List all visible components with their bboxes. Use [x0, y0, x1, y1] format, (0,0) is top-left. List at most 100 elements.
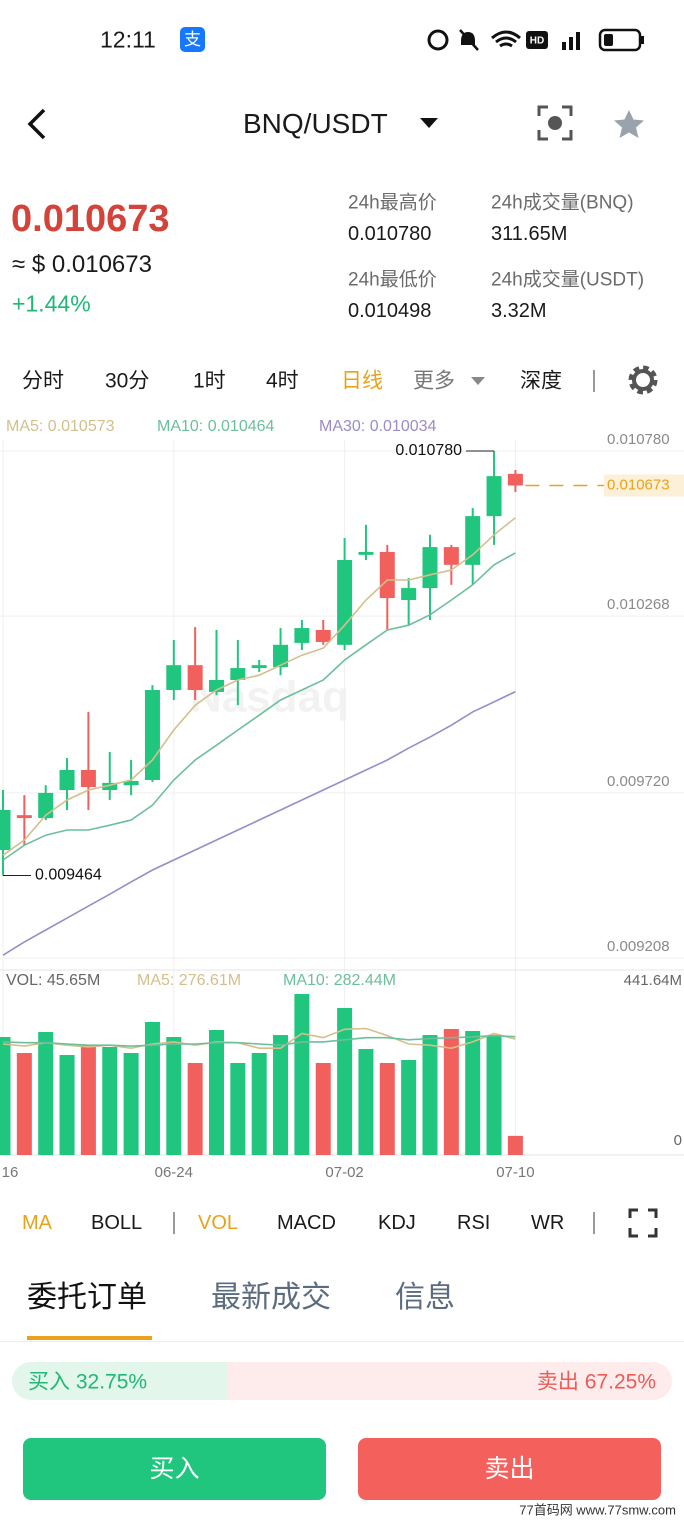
last-price: 0.010673 — [11, 198, 170, 240]
y-tick-label: 0.010780 — [607, 431, 670, 448]
candle-body — [16, 815, 32, 819]
indicator-tab[interactable]: BOLL — [91, 1212, 143, 1234]
ma-legend: MA10: 0.010464 — [157, 418, 275, 435]
interval-tab[interactable]: 30分 — [105, 369, 150, 393]
stat-value: 0.010780 — [348, 223, 432, 245]
candle-body — [59, 770, 75, 790]
sell-label: 卖出 — [536, 1370, 579, 1394]
pair-title[interactable]: BNQ/USDT — [243, 108, 388, 139]
indicator-tab[interactable]: KDJ — [378, 1212, 416, 1234]
volume-bar — [443, 1028, 459, 1155]
candle-body — [315, 630, 331, 642]
volume-bar — [337, 1008, 353, 1155]
buy-ratio-bar — [12, 1362, 229, 1400]
indicator-tab[interactable]: VOL — [198, 1212, 239, 1234]
sell-ratio-bar — [228, 1362, 672, 1400]
ma-legend: MA30: 0.010034 — [319, 418, 437, 435]
candle-body — [187, 665, 203, 690]
fullscreen-button[interactable] — [628, 1208, 658, 1238]
interval-tab[interactable]: 更多 — [413, 369, 455, 393]
interval-tab[interactable]: 4时 — [266, 369, 299, 393]
volume-bar — [379, 1063, 395, 1155]
sell-button[interactable]: 卖出 — [358, 1438, 661, 1500]
scan-button[interactable] — [536, 104, 574, 142]
buy-ratio: 买入 32.75% — [28, 1372, 147, 1393]
y2-tick-label: 0 — [674, 1132, 682, 1149]
back-button[interactable] — [22, 106, 52, 142]
volume-bar — [358, 1049, 374, 1155]
last-price-label: 0.010673 — [607, 476, 670, 493]
stat-label: 24h成交量(BNQ) — [491, 192, 634, 214]
volume-bar — [102, 1047, 118, 1155]
interval-tab[interactable]: 深度 — [520, 369, 562, 393]
order-tab[interactable]: 最新成交 — [211, 1281, 331, 1314]
pair-dropdown[interactable] — [418, 116, 440, 130]
candle-body — [123, 780, 139, 786]
volume-bar — [465, 1031, 481, 1155]
candle-body — [251, 665, 267, 669]
site-watermark: 77首码网 www.77smw.com — [519, 1502, 676, 1518]
price-change: +1.44% — [12, 290, 91, 317]
favorite-button[interactable] — [612, 108, 646, 140]
volume-bar — [80, 1044, 96, 1155]
volume-bar — [401, 1059, 417, 1155]
divider — [593, 370, 595, 392]
candle-body — [230, 668, 246, 680]
volume-bar — [273, 1035, 289, 1155]
volume-legend: VOL: 45.65M — [6, 972, 100, 989]
volume-bar — [166, 1036, 182, 1155]
interval-tab[interactable]: 日线 — [341, 369, 383, 393]
low-label: 0.009464 — [35, 867, 102, 884]
volume-bar — [0, 1036, 11, 1155]
volume-bar — [16, 1052, 32, 1155]
candle-body — [0, 810, 11, 850]
indicator-tab[interactable]: RSI — [457, 1212, 491, 1234]
settings-button[interactable] — [626, 363, 660, 397]
x-tick-label: 07-10 — [496, 1164, 534, 1181]
volume-ma-legend: MA10: 282.44M — [283, 972, 396, 989]
indicator-tab[interactable]: WR — [531, 1212, 565, 1234]
buy-percent: 32.75% — [75, 1370, 148, 1394]
stat-value: 3.32M — [491, 300, 547, 322]
candle-body — [337, 560, 353, 645]
candle-body — [209, 680, 224, 692]
x-tick-label: 16 — [2, 1164, 19, 1181]
divider — [593, 1212, 595, 1234]
more-dropdown[interactable] — [470, 376, 486, 386]
y-tick-label: 0.010268 — [607, 596, 670, 613]
volume-bar — [144, 1022, 160, 1155]
interval-tab[interactable]: 1时 — [193, 369, 226, 393]
ma-line — [2, 552, 516, 861]
usd-price: ≈ $ 0.010673 — [12, 251, 152, 278]
ma-legend: MA5: 0.010573 — [6, 418, 115, 435]
kline-chart: Nasdaq 0.010780 0.010268 0.009720 0.009208 16… — [0, 418, 684, 1181]
interval-tab[interactable]: 分时 — [22, 369, 64, 393]
order-tab[interactable]: 信息 — [395, 1281, 455, 1314]
high-label: 0.010780 — [395, 442, 462, 459]
volume-bar — [251, 1052, 267, 1155]
app-badge: 支 — [180, 27, 205, 52]
candle-body — [102, 782, 118, 790]
volume-bar — [38, 1032, 54, 1155]
candle-body — [507, 473, 523, 486]
stat-label: 24h成交量(USDT) — [491, 269, 645, 291]
volume-bar — [294, 994, 310, 1155]
indicator-tab[interactable]: MACD — [277, 1212, 336, 1234]
candle-body — [144, 690, 160, 780]
volume-bar — [486, 1035, 502, 1155]
volume-ma-line — [2, 1034, 516, 1047]
y-tick-label: 0.009720 — [607, 773, 670, 790]
volume-bar — [230, 1063, 246, 1155]
x-tick-label: 06-24 — [155, 1164, 193, 1181]
volume-bar — [123, 1052, 139, 1155]
indicator-tab[interactable]: MA — [22, 1212, 52, 1234]
divider — [0, 1341, 684, 1342]
buy-button[interactable]: 买入 — [23, 1438, 326, 1500]
order-tab[interactable]: 委托订单 — [27, 1281, 147, 1314]
sell-ratio: 卖出 67.25% — [537, 1372, 656, 1393]
candle-body — [422, 547, 438, 589]
x-tick-label: 07-02 — [325, 1164, 363, 1181]
volume-bar — [59, 1055, 75, 1155]
stat-label: 24h最高价 — [348, 192, 437, 214]
